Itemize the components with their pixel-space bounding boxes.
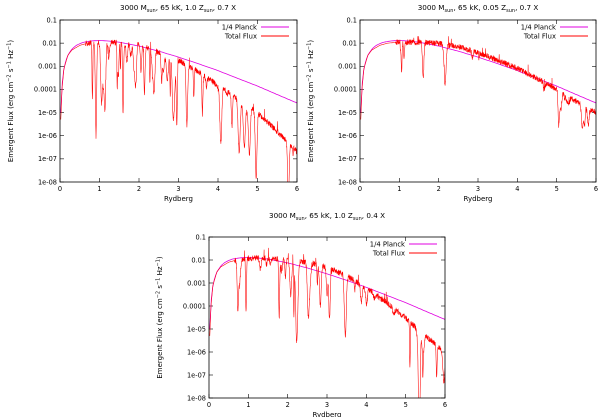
y-tick-label: 1e-08 <box>338 178 357 186</box>
x-tick-label: 4 <box>216 185 220 193</box>
plot-frame <box>359 19 597 183</box>
x-tick-label: 2 <box>286 401 290 409</box>
series-line-planck <box>60 40 297 113</box>
x-tick-label: 2 <box>437 185 441 193</box>
x-tick-label: 6 <box>443 401 447 409</box>
series-line-total-flux <box>209 247 445 398</box>
chart-3: 3000 Msun, 65 kK, 1.0 Zsun, 0.4 X 0 1 2 3 4 5 6… <box>156 211 448 417</box>
plot-frame <box>59 19 298 183</box>
series-line-total-flux <box>60 39 297 182</box>
x-tick-label: 4 <box>515 185 519 193</box>
plot-frame <box>208 236 446 399</box>
chart-title: 3000 Msun, 65 kK, 1.0 Zsun, 0.4 X <box>269 211 385 222</box>
legend-label: Total Flux <box>224 32 257 40</box>
legend-label: 1/4 Planck <box>222 23 257 31</box>
x-axis-label: Rydberg <box>312 411 341 417</box>
y-tick-label: 0.1 <box>196 233 207 241</box>
y-tick-label: 0.1 <box>47 16 58 24</box>
x-tick-label: 5 <box>555 185 559 193</box>
x-tick-label: 0 <box>358 185 362 193</box>
y-tick-label: 1e-08 <box>38 178 57 186</box>
y-tick-label: 1e-05 <box>38 109 57 117</box>
y-tick-label: 0.0001 <box>183 302 206 310</box>
x-tick-label: 3 <box>176 185 180 193</box>
legend-label: 1/4 Planck <box>521 23 556 31</box>
y-tick-label: 1e-08 <box>187 394 206 402</box>
y-tick-label: 1e-05 <box>187 325 206 333</box>
x-axis-label: Rydberg <box>164 195 193 203</box>
y-tick-label: 1e-06 <box>38 132 57 140</box>
y-tick-label: 0.1 <box>347 16 358 24</box>
y-tick-label: 0.001 <box>338 63 357 71</box>
y-axis-label: Emergent Flux (erg cm−2 s−1 Hz−1) <box>7 40 16 163</box>
x-tick-label: 3 <box>325 401 329 409</box>
x-tick-label: 1 <box>246 401 250 409</box>
x-tick-label: 6 <box>594 185 598 193</box>
x-tick-label: 6 <box>295 185 299 193</box>
x-tick-label: 1 <box>97 185 101 193</box>
x-tick-label: 2 <box>137 185 141 193</box>
x-axis-label: Rydberg <box>463 195 492 203</box>
series-line-total-flux <box>360 36 596 130</box>
legend-label: Total Flux <box>372 249 405 257</box>
y-axis-label: Emergent Flux (erg cm−2 s−1 Hz−1) <box>156 256 165 379</box>
chart-title: 3000 Msun, 65 kK, 1.0 Zsun, 0.7 X <box>120 3 236 14</box>
x-tick-label: 5 <box>404 401 408 409</box>
y-tick-label: 1e-06 <box>187 348 206 356</box>
legend-label: Total Flux <box>523 32 556 40</box>
chart-1: 3000 Msun, 65 kK, 1.0 Zsun, 0.7 X 0 1 2 3 4 5 6… <box>7 3 300 203</box>
y-tick-label: 1e-06 <box>338 132 357 140</box>
x-tick-label: 1 <box>397 185 401 193</box>
y-tick-label: 1e-07 <box>338 155 357 163</box>
x-tick-label: 4 <box>364 401 368 409</box>
y-tick-label: 0.0001 <box>34 86 57 94</box>
chart-2: 3000 Msun, 65 kK, 0.05 Zsun, 0.7 X 0 1 2 3 4 5… <box>307 3 599 203</box>
y-tick-label: 0.001 <box>187 279 206 287</box>
x-tick-label: 0 <box>207 401 211 409</box>
y-tick-label: 1e-05 <box>338 109 357 117</box>
y-tick-label: 0.01 <box>191 256 206 264</box>
x-tick-label: 5 <box>255 185 259 193</box>
chart-title: 3000 Msun, 65 kK, 0.05 Zsun, 0.7 X <box>418 3 539 14</box>
x-tick-label: 3 <box>476 185 480 193</box>
y-tick-label: 0.01 <box>42 39 57 47</box>
legend-label: 1/4 Planck <box>370 240 405 248</box>
y-tick-label: 0.001 <box>38 63 57 71</box>
y-tick-label: 0.0001 <box>334 86 357 94</box>
y-axis-label: Emergent Flux (erg cm−2 s−1 Hz−1) <box>307 40 316 163</box>
y-tick-label: 0.01 <box>342 39 357 47</box>
x-tick-label: 0 <box>58 185 62 193</box>
y-tick-label: 1e-07 <box>38 155 57 163</box>
y-tick-label: 1e-07 <box>187 371 206 379</box>
